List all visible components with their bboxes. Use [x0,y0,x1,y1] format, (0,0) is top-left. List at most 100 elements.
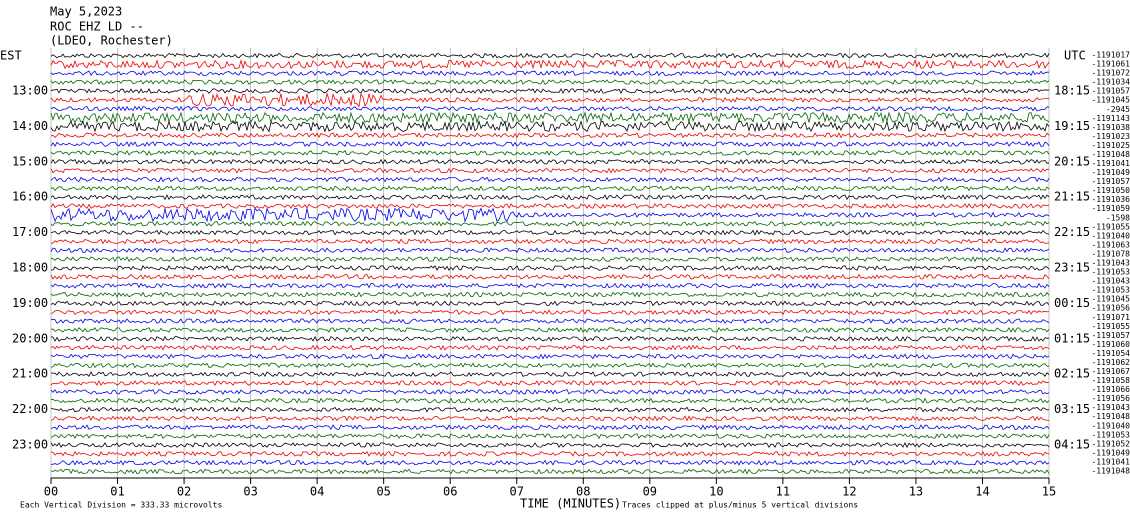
x-tick-label: 08 [576,485,590,499]
trace-offset: -1191058 [1091,376,1130,385]
x-tick-label: 04 [310,485,324,499]
trace-offset: -2945 [1106,105,1130,114]
trace-offset: -1191063 [1091,240,1130,249]
x-tick-label: 13 [909,485,923,499]
trace-offset: -1191040 [1091,231,1130,240]
trace-offset: -1191025 [1091,141,1130,150]
utc-hour: 23:15 [1054,261,1090,275]
trace [50,52,1050,59]
trace [50,406,1050,413]
est-hour: 20:00 [12,331,48,345]
est-hour: 17:00 [12,225,48,239]
trace [50,132,1050,139]
trace [50,91,1050,108]
trace-offset: -1191066 [1091,385,1130,394]
utc-hour: 04:15 [1054,438,1090,452]
footer-right: Traces clipped at plus/minus 5 vertical … [622,501,858,510]
trace [50,194,1050,201]
trace [50,273,1050,280]
trace [50,318,1050,325]
utc-hour: 00:15 [1054,296,1090,310]
trace-offset: -1191048 [1091,467,1130,476]
trace-offset: -1191045 [1091,295,1130,304]
trace-offset: -1191040 [1091,421,1130,430]
trace-offset: -1598 [1106,213,1130,222]
trace-offset: -1191055 [1091,322,1130,331]
trace-offset: -1191055 [1091,222,1130,231]
trace [50,87,1050,94]
trace-offset: -1191034 [1091,78,1130,87]
est-hour: 19:00 [12,296,48,310]
trace-offset: -1191053 [1091,268,1130,277]
trace [50,247,1050,254]
trace [50,389,1050,395]
trace [50,291,1050,298]
trace-offset: -1191049 [1091,448,1130,457]
trace [50,119,1050,133]
est-hour: 14:00 [12,119,48,133]
est-hour: 21:00 [12,367,48,381]
x-tick-label: 15 [1042,485,1056,499]
trace-offset: -1191143 [1091,114,1130,123]
trace [50,158,1050,165]
x-tick-label: 06 [443,485,457,499]
right-zone: UTC [1064,49,1086,63]
trace [50,105,1050,112]
trace-offset: -1191036 [1091,195,1130,204]
trace-offset: -1191017 [1091,51,1130,60]
x-tick-label: 09 [643,485,657,499]
utc-hour: 22:15 [1054,225,1090,239]
trace [50,415,1050,422]
trace [50,203,1050,209]
trace [50,282,1050,289]
trace [50,207,1050,223]
est-hour: 13:00 [12,84,48,98]
trace-offset: -1191056 [1091,394,1130,403]
trace [50,167,1050,174]
utc-hour: 19:15 [1054,119,1090,133]
left-zone: EST [0,49,22,63]
trace-offset: -1191038 [1091,123,1130,132]
trace-offset: -1191045 [1091,96,1130,105]
trace-offset: -1191067 [1091,367,1130,376]
x-tick-label: 05 [376,485,390,499]
trace [50,176,1050,183]
trace [50,327,1050,333]
trace [50,300,1050,307]
est-hour: 16:00 [12,190,48,204]
est-hour: 18:00 [12,261,48,275]
trace [50,397,1050,404]
trace-offset: -1191043 [1091,259,1130,268]
trace [50,441,1050,449]
footer-left: Each Vertical Division = 333.33 microvol… [20,501,222,510]
utc-hour: 21:15 [1054,190,1090,204]
trace-offset: -1191048 [1091,150,1130,159]
trace [50,362,1049,369]
est-hour: 22:00 [12,402,48,416]
utc-hour: 03:15 [1054,402,1090,416]
station: ROC EHZ LD -- [50,20,144,34]
trace [50,150,1050,156]
trace-offset: -1191052 [1091,439,1130,448]
trace-offset: -1191060 [1091,340,1130,349]
utc-hour: 02:15 [1054,367,1090,381]
trace-offset: -1191057 [1091,177,1130,186]
x-tick-label: 07 [510,485,524,499]
trace-offset: -1191072 [1091,69,1130,78]
trace-offset: -1191049 [1091,168,1130,177]
trace [50,344,1050,351]
est-hour: 15:00 [12,154,48,168]
utc-hour: 18:15 [1054,84,1090,98]
x-tick-label: 12 [842,485,856,499]
x-tick-label: 10 [709,485,723,499]
trace-offset: -1191062 [1091,358,1130,367]
x-tick-label: 14 [975,485,989,499]
trace-offset: -1191053 [1091,430,1130,439]
trace [50,70,1050,77]
trace-offset: -1191043 [1091,277,1130,286]
trace-offset: -1191053 [1091,286,1130,295]
trace [50,459,1050,466]
trace [50,380,1050,387]
x-tick-label: 11 [776,485,790,499]
